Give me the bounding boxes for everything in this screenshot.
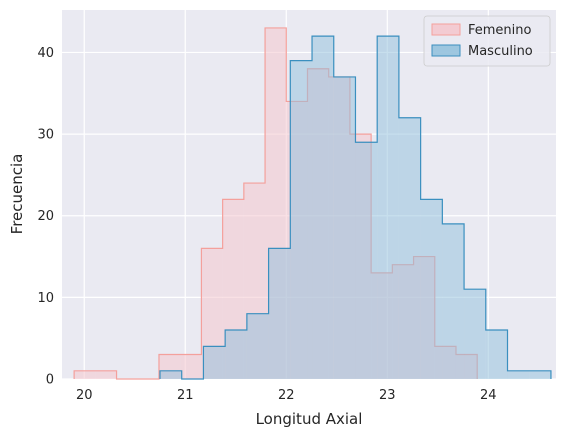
x-tick-label: 20 (76, 388, 93, 403)
legend-label: Femenino (468, 23, 532, 38)
histogram-bar (355, 142, 378, 379)
x-tick-label: 24 (480, 388, 497, 403)
histogram-bar (268, 248, 291, 379)
y-tick-label: 20 (37, 209, 54, 224)
histogram-bar (246, 313, 269, 379)
histogram-bar (95, 370, 117, 379)
legend-swatch (431, 44, 461, 57)
histogram-bar (74, 370, 96, 379)
y-tick-label: 30 (37, 128, 54, 143)
x-axis-ticks: 20 21 22 23 24 (76, 388, 497, 403)
x-tick-label: 21 (177, 388, 194, 403)
legend-label: Masculino (468, 44, 533, 59)
histogram-bar (377, 36, 399, 379)
histogram-bar (529, 370, 551, 379)
histogram-bar (420, 199, 443, 379)
histogram-series (73, 27, 552, 380)
histogram-step-outline (159, 35, 552, 380)
histogram-bar (398, 117, 421, 380)
y-tick-label: 40 (37, 46, 54, 61)
histogram-bar (333, 76, 356, 379)
x-tick-label: 23 (379, 388, 396, 403)
histogram-bar (225, 330, 247, 379)
legend: Femenino Masculino (423, 15, 551, 67)
y-tick-label: 0 (46, 373, 54, 388)
legend-swatch (431, 23, 461, 36)
histogram-bar (507, 370, 530, 379)
histogram-bar (159, 370, 182, 379)
histogram-bar (464, 289, 486, 379)
y-tick-label: 10 (37, 291, 54, 306)
x-tick-label: 22 (278, 388, 295, 403)
y-axis-label: Frecuencia (8, 154, 26, 235)
histogram-bar (442, 223, 465, 379)
histogram-bar (203, 346, 226, 379)
histogram-bar (485, 330, 508, 379)
series-masculino (159, 35, 552, 380)
histogram-bar (290, 60, 313, 379)
x-axis-label: Longitud Axial (256, 410, 363, 428)
histogram-bar (180, 354, 202, 379)
y-axis-ticks: 0 10 20 30 40 (37, 46, 54, 388)
histogram-bar (312, 36, 334, 379)
